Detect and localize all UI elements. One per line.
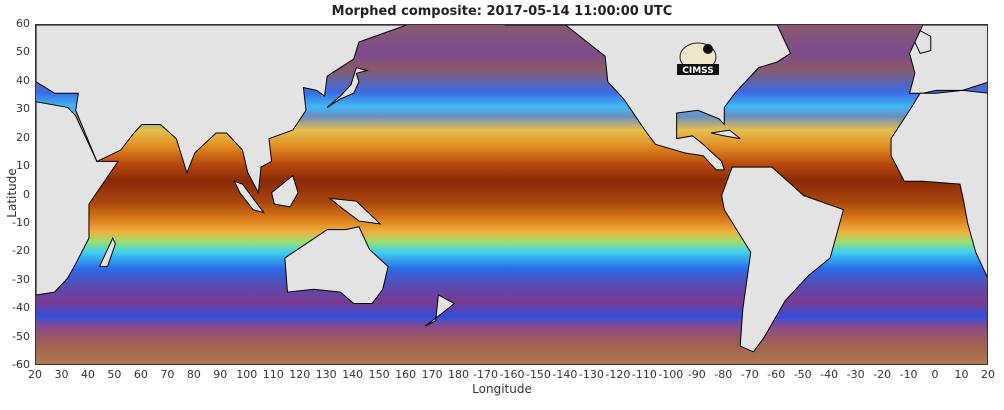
x-tick-label: -150 xyxy=(525,368,551,381)
x-tick-label: 90 xyxy=(213,368,228,381)
x-tick-label: -130 xyxy=(578,368,604,381)
x-tick-label: 40 xyxy=(80,368,95,381)
x-tick-label: -40 xyxy=(820,368,839,381)
x-tick-label: 130 xyxy=(315,368,337,381)
y-tick-label: 30 xyxy=(16,102,30,116)
land-new-guinea xyxy=(328,197,382,225)
y-tick-label: -10 xyxy=(12,215,30,229)
land-sumatra xyxy=(233,180,265,214)
x-tick-label: -100 xyxy=(658,368,684,381)
x-tick-label: 20 xyxy=(28,368,42,381)
x-tick-label: -80 xyxy=(714,368,733,381)
x-tick-label: 10 xyxy=(954,368,969,381)
x-tick-label: 100 xyxy=(236,368,258,381)
y-tick-label: 10 xyxy=(16,159,30,173)
x-tick-label: 20 xyxy=(981,368,995,381)
x-tick-label: -170 xyxy=(473,368,498,381)
x-tick-label: 50 xyxy=(107,368,122,381)
x-axis-label: Longitude xyxy=(472,382,532,396)
land-cuba xyxy=(710,129,741,140)
land-south-america xyxy=(721,166,845,353)
land-layer xyxy=(36,25,987,353)
x-tick-label: -140 xyxy=(552,368,578,381)
land-uk xyxy=(914,29,932,55)
x-tick-label: 140 xyxy=(342,368,364,381)
y-tick-label: 60 xyxy=(16,17,30,30)
x-tick-label: 150 xyxy=(368,368,390,381)
x-tick-label: -160 xyxy=(499,368,525,381)
land-madagascar xyxy=(98,236,116,268)
x-tick-label: -60 xyxy=(767,368,786,381)
y-axis-label: Latitude xyxy=(5,168,19,218)
x-tick-label: 60 xyxy=(133,368,148,381)
land-australia xyxy=(284,226,389,304)
map-title: Morphed composite: 2017-05-14 11:00:00 U… xyxy=(331,4,673,19)
x-tick-label: 110 xyxy=(262,368,284,381)
land-new-zealand xyxy=(424,294,456,327)
logo-text: CIMSS xyxy=(682,66,713,76)
x-tick-label: 70 xyxy=(160,368,175,381)
land-west-africa xyxy=(890,89,987,278)
x-tick-label: 30 xyxy=(54,368,69,381)
y-tick-label: -30 xyxy=(12,272,30,286)
y-tick-label: -40 xyxy=(12,301,30,315)
land-japan xyxy=(326,67,369,108)
tpw-map-plot xyxy=(35,24,988,365)
land-borneo xyxy=(271,174,299,208)
x-tick-label: -120 xyxy=(605,368,631,381)
y-tick-label: 50 xyxy=(16,45,30,59)
y-tick-label: 20 xyxy=(16,130,30,144)
land-africa xyxy=(36,101,120,296)
x-tick-label: -20 xyxy=(873,368,892,381)
x-tick-label: 180 xyxy=(448,368,470,381)
x-tick-label: 170 xyxy=(421,368,443,381)
x-tick-label: 160 xyxy=(395,368,417,381)
y-tick-label: 40 xyxy=(16,73,30,87)
y-tick-label: 0 xyxy=(23,187,30,201)
x-tick-label: 120 xyxy=(289,368,311,381)
x-tick-label: -30 xyxy=(846,368,865,381)
y-tick-label: -60 xyxy=(12,358,30,371)
cimss-logo: CIMSS xyxy=(673,40,723,82)
x-tick-label: -110 xyxy=(631,368,657,381)
x-tick-label: -50 xyxy=(793,368,812,381)
x-tick-label: -90 xyxy=(687,368,706,381)
x-tick-label: 80 xyxy=(186,368,201,381)
x-tick-label: 0 xyxy=(931,368,939,381)
x-tick-label: -70 xyxy=(740,368,759,381)
land-eurasia xyxy=(36,25,407,195)
y-tick-label: -50 xyxy=(12,329,30,343)
y-tick-label: -20 xyxy=(12,244,30,258)
land-north-america xyxy=(504,25,792,171)
x-tick-label: -10 xyxy=(899,368,918,381)
